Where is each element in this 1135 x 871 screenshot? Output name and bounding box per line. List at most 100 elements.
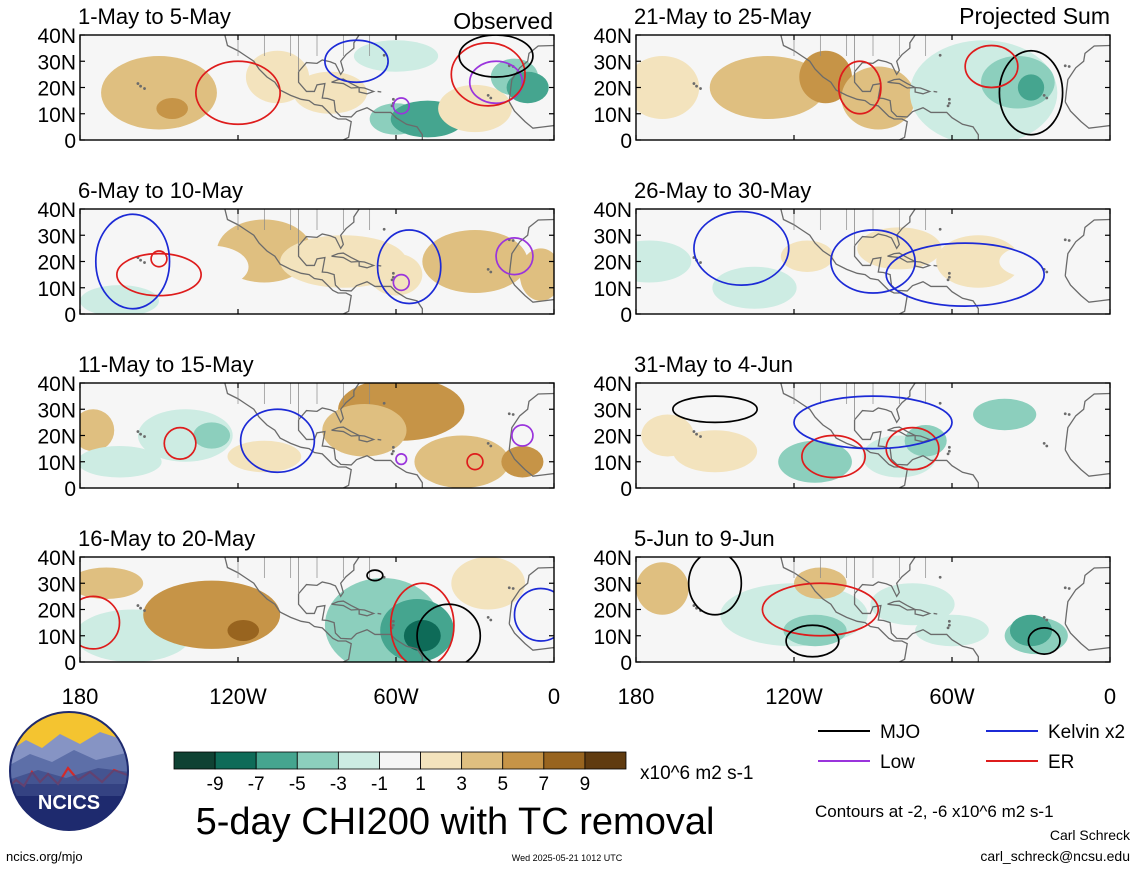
x-axis-ticks: 180 120W 60W 0 180 120W 60W 0 xyxy=(62,684,1116,709)
contour-line xyxy=(687,557,743,616)
panel-date-label: 6-May to 10-May xyxy=(78,178,243,203)
colorbar-swatch xyxy=(173,751,216,770)
y-tick-label: 10N xyxy=(37,452,76,475)
anomaly-blob xyxy=(636,562,689,615)
contour-note: Contours at -2, -6 x10^6 m2 s-1 xyxy=(815,802,1054,821)
contour-line xyxy=(830,229,916,294)
anomaly-blob xyxy=(227,620,260,641)
contour-line xyxy=(511,424,534,447)
contour-line xyxy=(885,242,1046,307)
contour-line xyxy=(395,453,408,466)
y-tick-label: 40N xyxy=(37,25,76,48)
contour-line xyxy=(466,453,484,471)
anomaly-blob xyxy=(193,422,231,449)
anomaly-blob xyxy=(80,409,115,452)
y-tick-label: 30N xyxy=(593,573,632,596)
contour-line xyxy=(1027,627,1061,655)
y-tick-label: 40N xyxy=(37,373,76,396)
colorbar-label: -3 xyxy=(330,774,347,795)
contour-line xyxy=(324,39,389,84)
contour-line xyxy=(389,582,455,662)
panel-date-label: 16-May to 20-May xyxy=(78,526,255,551)
website-link[interactable]: ncics.org/mjo xyxy=(6,849,83,864)
colorbar-units: x10^6 m2 s-1 xyxy=(640,763,753,784)
colorbar: -9 -7 -5 -3 -1 1 3 5 7 9 xyxy=(173,751,627,795)
y-tick-label: 30N xyxy=(593,399,632,422)
y-tick-label: 0 xyxy=(620,652,632,675)
anomaly-shading xyxy=(80,557,526,662)
y-tick-label: 40N xyxy=(37,547,76,570)
anomaly-blob xyxy=(227,440,302,473)
x-tick-label: 0 xyxy=(548,684,560,709)
colorbar-swatch xyxy=(214,751,257,770)
anomaly-blob xyxy=(501,446,544,478)
observed-heading: Observed xyxy=(453,8,553,34)
anomaly-blob xyxy=(438,84,512,133)
y-tick-label: 20N xyxy=(593,600,632,623)
contours xyxy=(195,35,534,126)
anomaly-blob xyxy=(137,409,233,462)
contour-line xyxy=(513,587,554,642)
y-tick-label: 20N xyxy=(37,252,76,275)
anomaly-blob xyxy=(672,430,758,473)
anomaly-blob xyxy=(403,620,441,652)
contours xyxy=(693,210,1046,307)
y-tick-label: 10N xyxy=(37,104,76,127)
colorbar-label: -7 xyxy=(248,774,265,795)
legend-label: Kelvin x2 xyxy=(1048,722,1125,743)
y-tick-label: 10N xyxy=(37,626,76,649)
contour-line xyxy=(163,426,197,460)
contours xyxy=(163,408,534,474)
x-tick-label: 180 xyxy=(618,684,655,709)
colorbar-label: 3 xyxy=(456,774,467,795)
contour-line xyxy=(761,582,880,637)
contour-line xyxy=(693,210,790,286)
contour-line xyxy=(80,595,121,650)
coastlines xyxy=(136,557,554,662)
anomaly-blob xyxy=(870,583,955,626)
anomaly-blob xyxy=(156,98,188,119)
y-tick-label: 40N xyxy=(593,373,632,396)
contour-line xyxy=(392,273,411,292)
y-tick-label: 20N xyxy=(593,252,632,275)
anomaly-blob xyxy=(353,40,439,72)
author-email[interactable]: carl_schreck@ncsu.edu xyxy=(980,848,1130,864)
anomaly-blob xyxy=(414,435,510,488)
panel-date-label: 21-May to 25-May xyxy=(634,4,811,29)
x-tick-label: 60W xyxy=(929,684,974,709)
anomaly-blob xyxy=(857,227,942,270)
ncics-logo: NCICS xyxy=(9,711,129,831)
contour-line xyxy=(195,60,281,126)
contour-line xyxy=(998,49,1064,136)
anomaly-blob xyxy=(519,248,554,301)
anomaly-blob xyxy=(999,245,1063,278)
y-tick-label: 10N xyxy=(593,278,632,301)
colorbar-swatch xyxy=(379,751,421,770)
contours xyxy=(672,395,953,479)
y-tick-label: 20N xyxy=(593,78,632,101)
anomaly-blob xyxy=(451,557,526,610)
colorbar-swatch xyxy=(584,751,627,770)
anomaly-blob xyxy=(936,235,1021,288)
y-tick-label: 10N xyxy=(593,452,632,475)
legend-label: Low xyxy=(880,752,915,773)
contour-line xyxy=(793,395,953,450)
anomaly-blob xyxy=(636,240,692,283)
panel-date-label: 5-Jun to 9-Jun xyxy=(634,526,775,551)
contours xyxy=(837,44,1064,136)
y-tick-label: 10N xyxy=(37,278,76,301)
contours xyxy=(80,569,554,662)
x-tick-label: 120W xyxy=(765,684,823,709)
y-tick-label: 30N xyxy=(593,225,632,248)
colorbar-swatch xyxy=(543,751,586,770)
anomaly-blob xyxy=(778,440,852,483)
panel-date-label: 1-May to 5-May xyxy=(78,4,231,29)
colorbar-label: -9 xyxy=(207,774,224,795)
y-tick-label: 20N xyxy=(37,600,76,623)
